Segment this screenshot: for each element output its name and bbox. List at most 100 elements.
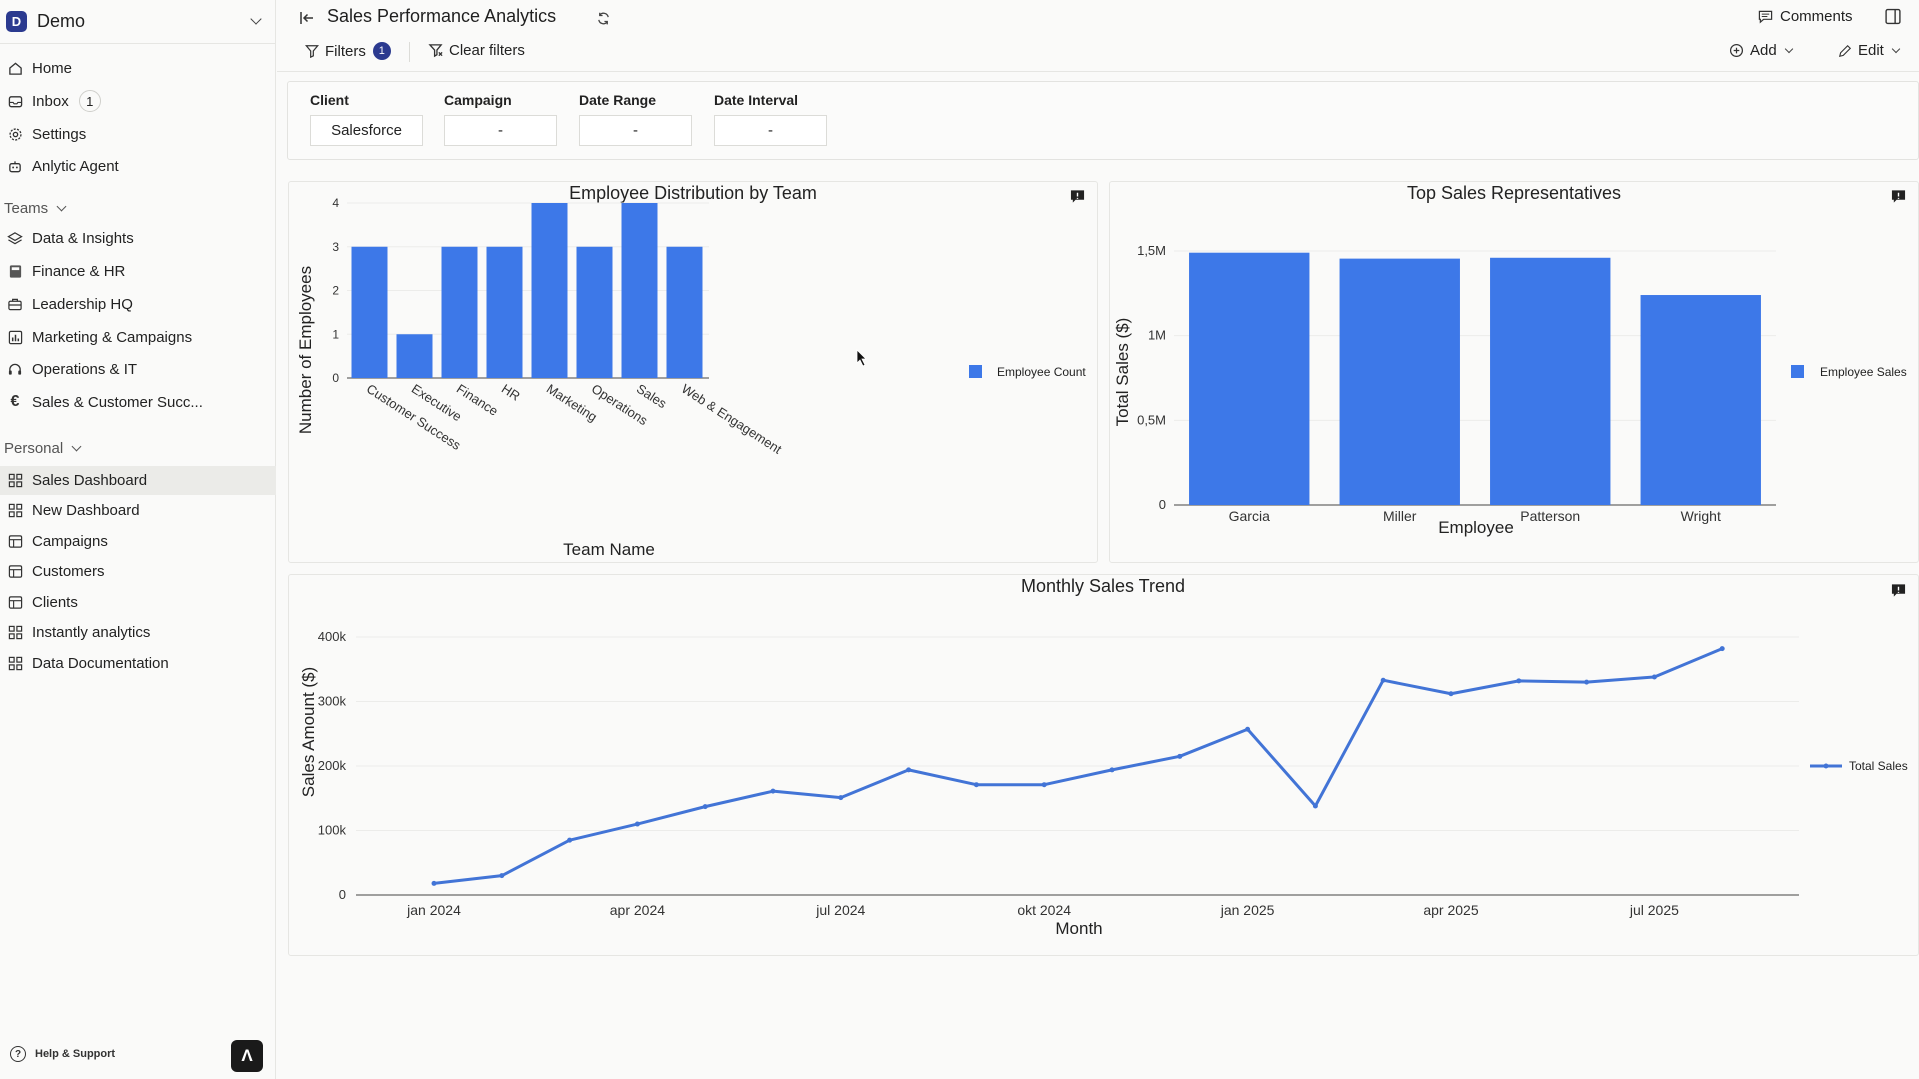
bar[interactable] — [486, 246, 523, 378]
data-point[interactable] — [702, 804, 708, 810]
personal-item-clients[interactable]: Clients — [0, 587, 276, 617]
filters-count-badge: 1 — [372, 42, 391, 60]
personal-item-new-dashboard[interactable]: New Dashboard — [0, 495, 276, 525]
y-axis-label: Sales Amount ($) — [299, 667, 318, 797]
bar[interactable] — [576, 246, 613, 378]
bar[interactable] — [441, 246, 478, 378]
x-tick-label: apr 2024 — [610, 902, 665, 918]
data-point[interactable] — [1245, 726, 1251, 732]
comments-button[interactable]: Comments — [1757, 8, 1853, 25]
personal-item-instantly[interactable]: Instantly analytics — [0, 617, 276, 647]
data-point[interactable] — [1584, 679, 1590, 685]
data-point[interactable] — [499, 873, 505, 879]
data-point[interactable] — [906, 767, 912, 773]
workspace-badge: D — [6, 11, 27, 32]
bar[interactable] — [1490, 257, 1611, 505]
nav-agent[interactable]: Anlytic Agent — [0, 151, 276, 181]
nav-label: Home — [32, 59, 73, 77]
bar[interactable] — [1189, 252, 1310, 505]
chevron-down-icon — [250, 13, 262, 25]
team-item-data-insights[interactable]: Data & Insights — [0, 223, 276, 253]
plus-circle-icon — [1729, 43, 1744, 58]
add-button[interactable]: Add — [1729, 42, 1793, 59]
clear-filters-label: Clear filters — [449, 42, 525, 59]
x-tick-label: Wright — [1681, 508, 1721, 524]
campaign-filter-label: Campaign — [444, 92, 512, 108]
app-logo-button[interactable]: Λ — [231, 1040, 263, 1072]
bar[interactable] — [666, 246, 703, 378]
personal-section-toggle[interactable]: Personal — [4, 440, 82, 457]
personal-label: New Dashboard — [32, 501, 140, 519]
data-point[interactable] — [1109, 767, 1115, 773]
x-tick-label: Marketing — [544, 381, 600, 425]
edit-button[interactable]: Edit — [1838, 42, 1901, 59]
nav-inbox[interactable]: Inbox 1 — [0, 86, 276, 116]
data-point[interactable] — [1041, 782, 1047, 788]
y-tick-label: 400k — [318, 629, 347, 644]
data-point[interactable] — [1516, 678, 1522, 684]
personal-item-sales-dashboard[interactable]: Sales Dashboard — [0, 466, 276, 495]
team-item-operations[interactable]: Operations & IT — [0, 354, 276, 384]
bar[interactable] — [1339, 258, 1460, 505]
workspace-switcher[interactable]: D Demo — [0, 0, 276, 44]
data-point[interactable] — [431, 880, 437, 886]
team-item-sales[interactable]: € Sales & Customer Succ... — [0, 387, 276, 417]
data-point[interactable] — [973, 782, 979, 788]
help-support-link[interactable]: ? Help & Support — [10, 1046, 115, 1062]
clear-filters-button[interactable]: Clear filters — [428, 42, 525, 59]
data-point[interactable] — [1177, 753, 1183, 759]
data-point[interactable] — [1380, 677, 1386, 683]
filter-icon — [305, 45, 319, 58]
campaign-filter-select[interactable]: - — [444, 115, 557, 146]
y-tick-label: 1M — [1148, 328, 1166, 343]
monthly-sales-panel — [288, 574, 1919, 956]
filters-button[interactable]: Filters 1 — [305, 42, 391, 60]
team-label: Sales & Customer Succ... — [32, 393, 203, 411]
data-point[interactable] — [634, 821, 640, 827]
data-point[interactable] — [567, 837, 573, 843]
personal-item-data-doc[interactable]: Data Documentation — [0, 648, 276, 678]
panel-layout-icon[interactable] — [1884, 8, 1902, 30]
help-label: Help & Support — [35, 1048, 116, 1060]
data-point[interactable] — [1719, 646, 1725, 652]
filter-panel — [287, 81, 1919, 160]
nav-home[interactable]: Home — [0, 53, 276, 83]
personal-item-customers[interactable]: Customers — [0, 556, 276, 586]
x-tick-label: Web & Engagement — [679, 381, 785, 457]
bar[interactable] — [1640, 295, 1761, 505]
chevron-down-icon — [71, 441, 82, 452]
nav-label: Settings — [32, 125, 87, 143]
team-item-leadership[interactable]: Leadership HQ — [0, 289, 276, 319]
data-point[interactable] — [770, 788, 776, 794]
collapse-sidebar-icon[interactable] — [299, 10, 315, 31]
chart-icon — [7, 329, 23, 345]
bar[interactable] — [351, 246, 388, 378]
chart-comment-icon[interactable] — [1890, 189, 1906, 204]
chart-comment-icon[interactable] — [1069, 189, 1085, 204]
nav-settings[interactable]: Settings — [0, 119, 276, 149]
team-item-finance-hr[interactable]: Finance & HR — [0, 256, 276, 286]
data-point[interactable] — [1448, 691, 1454, 697]
date-range-filter-select[interactable]: - — [579, 115, 692, 146]
sidebar: D Demo Home Inbox 1 Settings Anlytic Age… — [0, 0, 276, 1079]
headset-icon — [7, 361, 23, 377]
chart-title: Monthly Sales Trend — [1021, 576, 1185, 596]
bar[interactable] — [396, 334, 433, 378]
sync-icon[interactable] — [596, 11, 611, 31]
date-interval-filter-select[interactable]: - — [714, 115, 827, 146]
bar[interactable] — [621, 203, 658, 378]
teams-section-toggle[interactable]: Teams — [4, 200, 67, 217]
team-item-marketing[interactable]: Marketing & Campaigns — [0, 322, 276, 352]
legend-label: Total Sales — [1849, 759, 1908, 773]
data-point[interactable] — [1312, 803, 1318, 809]
personal-label: Customers — [32, 562, 105, 580]
data-point[interactable] — [838, 795, 844, 801]
chevron-down-icon — [1891, 44, 1901, 53]
bar[interactable] — [531, 203, 568, 378]
legend-swatch — [969, 365, 982, 378]
data-point[interactable] — [1651, 674, 1657, 680]
chart-comment-icon[interactable] — [1890, 583, 1906, 598]
client-filter-select[interactable]: Salesforce — [310, 115, 423, 146]
team-label: Marketing & Campaigns — [32, 328, 193, 346]
personal-item-campaigns[interactable]: Campaigns — [0, 526, 276, 556]
